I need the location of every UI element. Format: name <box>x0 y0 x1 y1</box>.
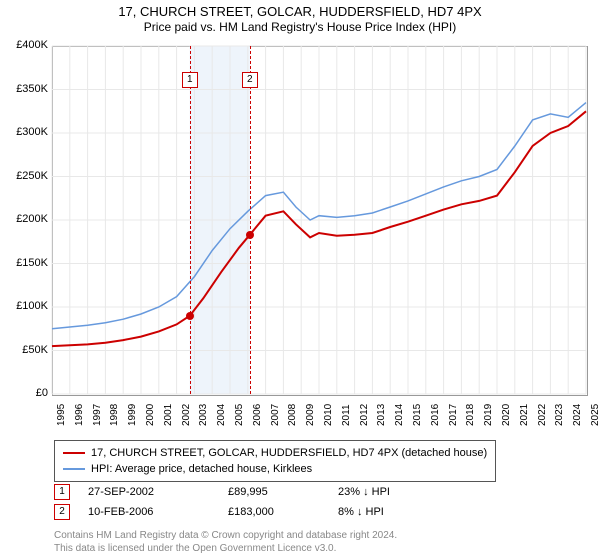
y-tick-label: £150K <box>2 257 48 269</box>
sales-row-2: 2 10-FEB-2006 £183,000 8% ↓ HPI <box>54 502 458 522</box>
legend-swatch-property <box>63 452 85 454</box>
x-tick-label: 2025 <box>590 404 600 426</box>
sale-marker-1: 1 <box>54 484 70 500</box>
x-tick-label: 2017 <box>448 404 459 426</box>
footnote-line-1: Contains HM Land Registry data © Crown c… <box>54 530 397 543</box>
x-tick-label: 2004 <box>216 404 227 426</box>
y-tick-label: £100K <box>2 300 48 312</box>
sale-diff-2: 8% ↓ HPI <box>338 506 458 518</box>
sale-marker-vline <box>250 46 251 394</box>
y-tick-label: £200K <box>2 213 48 225</box>
x-tick-label: 1999 <box>127 404 138 426</box>
x-tick-label: 2023 <box>554 404 565 426</box>
y-tick-label: £300K <box>2 126 48 138</box>
y-tick-label: £50K <box>2 344 48 356</box>
y-tick-label: £250K <box>2 170 48 182</box>
chart-legend: 17, CHURCH STREET, GOLCAR, HUDDERSFIELD,… <box>54 440 496 482</box>
x-tick-label: 2006 <box>252 404 263 426</box>
x-tick-label: 2005 <box>234 404 245 426</box>
sale-diff-1: 23% ↓ HPI <box>338 486 458 498</box>
sales-table: 1 27-SEP-2002 £89,995 23% ↓ HPI 2 10-FEB… <box>54 482 458 522</box>
x-tick-label: 2000 <box>145 404 156 426</box>
x-tick-label: 2007 <box>270 404 281 426</box>
x-tick-label: 2008 <box>287 404 298 426</box>
sale-marker-2: 2 <box>54 504 70 520</box>
sale-date-1: 27-SEP-2002 <box>88 486 228 498</box>
x-tick-label: 2011 <box>341 404 352 426</box>
sale-marker-box: 2 <box>242 72 258 88</box>
footnote: Contains HM Land Registry data © Crown c… <box>54 530 397 555</box>
sale-marker-dot <box>246 231 254 239</box>
x-tick-label: 2022 <box>537 404 548 426</box>
sale-marker-dot <box>186 312 194 320</box>
x-tick-label: 2003 <box>198 404 209 426</box>
sale-marker-vline <box>190 46 191 394</box>
x-tick-label: 2014 <box>394 404 405 426</box>
legend-swatch-hpi <box>63 468 85 470</box>
sales-row-1: 1 27-SEP-2002 £89,995 23% ↓ HPI <box>54 482 458 502</box>
legend-label-property: 17, CHURCH STREET, GOLCAR, HUDDERSFIELD,… <box>91 447 487 459</box>
sale-date-2: 10-FEB-2006 <box>88 506 228 518</box>
x-tick-label: 2024 <box>572 404 583 426</box>
x-tick-label: 1997 <box>92 404 103 426</box>
legend-row-property: 17, CHURCH STREET, GOLCAR, HUDDERSFIELD,… <box>63 445 487 461</box>
sale-price-2: £183,000 <box>228 506 338 518</box>
x-tick-label: 1995 <box>56 404 67 426</box>
x-tick-label: 2015 <box>412 404 423 426</box>
x-tick-label: 2018 <box>465 404 476 426</box>
x-tick-label: 2013 <box>376 404 387 426</box>
x-tick-label: 2002 <box>181 404 192 426</box>
x-tick-label: 2009 <box>305 404 316 426</box>
x-tick-label: 2001 <box>163 404 174 426</box>
footnote-line-2: This data is licensed under the Open Gov… <box>54 543 397 556</box>
x-tick-label: 2010 <box>323 404 334 426</box>
x-tick-label: 2019 <box>483 404 494 426</box>
x-tick-label: 1996 <box>74 404 85 426</box>
legend-label-hpi: HPI: Average price, detached house, Kirk… <box>91 463 312 475</box>
x-tick-label: 2012 <box>359 404 370 426</box>
y-tick-label: £350K <box>2 83 48 95</box>
y-tick-label: £0 <box>2 387 48 399</box>
sale-marker-box: 1 <box>182 72 198 88</box>
x-tick-label: 1998 <box>109 404 120 426</box>
y-tick-label: £400K <box>2 39 48 51</box>
sale-price-1: £89,995 <box>228 486 338 498</box>
x-tick-label: 2020 <box>501 404 512 426</box>
x-tick-label: 2016 <box>430 404 441 426</box>
x-tick-label: 2021 <box>519 404 530 426</box>
legend-row-hpi: HPI: Average price, detached house, Kirk… <box>63 461 487 477</box>
